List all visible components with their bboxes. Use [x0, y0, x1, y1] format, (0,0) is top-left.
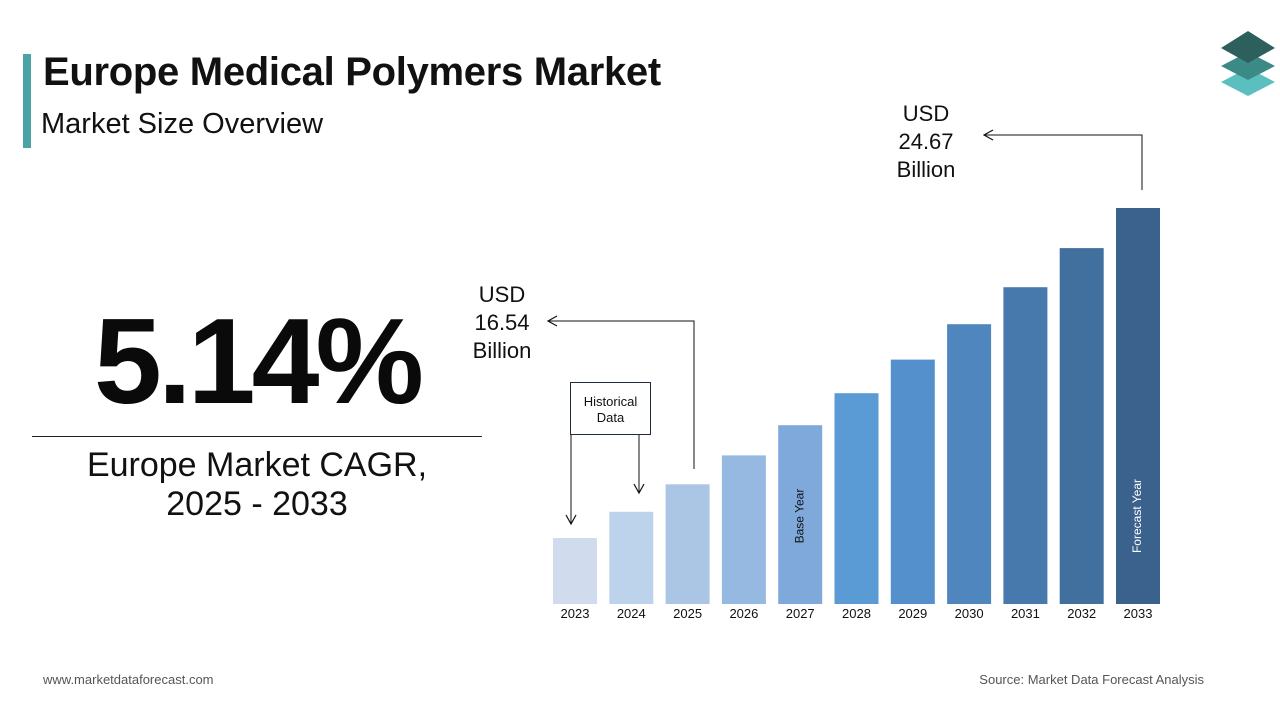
bar-2033: [1116, 208, 1160, 604]
bar-2025: [665, 484, 710, 604]
callout-end-line1: USD: [902, 101, 950, 126]
logo-icon: [1216, 28, 1280, 103]
page-subtitle: Market Size Overview: [41, 108, 324, 140]
x-tick-label-2028: 2028: [842, 606, 871, 621]
bar-2028: [834, 393, 879, 604]
x-tick-label-2033: 2033: [1124, 606, 1153, 621]
x-tick-label-2030: 2030: [955, 606, 984, 621]
x-tick-label-2029: 2029: [898, 606, 927, 621]
callout-start-value: USD 16.54 Billion: [447, 281, 557, 365]
x-tick-label-2032: 2032: [1067, 606, 1096, 621]
callout-end-line3: Billion: [896, 157, 956, 182]
logo-layer-top: [1221, 31, 1275, 63]
bar-2029: [890, 359, 935, 604]
arrow-start-value: [546, 315, 695, 469]
callout-start-line1: USD: [478, 282, 526, 307]
callout-start-line3: Billion: [472, 338, 532, 363]
x-tick-label-2024: 2024: [617, 606, 646, 621]
callout-start-line2: 16.54: [474, 310, 530, 335]
cagr-divider: [32, 436, 482, 437]
logo-layer-middle: [1221, 52, 1275, 80]
x-tick-label-2023: 2023: [561, 606, 590, 621]
bar-2026: [721, 455, 766, 604]
bar-label-2027: Base Year: [792, 489, 806, 544]
x-tick-label-2026: 2026: [729, 606, 758, 621]
bar-2030: [947, 324, 992, 604]
bar-2024: [609, 511, 654, 604]
logo-layer-bottom: [1221, 68, 1275, 96]
title-accent-bar: [23, 54, 31, 148]
cagr-label-line1: Europe Market CAGR,: [86, 446, 428, 484]
bar-label-2033: Forecast Year: [1130, 479, 1144, 553]
bar-2023: [553, 538, 597, 604]
x-tick-label-2025: 2025: [673, 606, 702, 621]
bar-2031: [1003, 287, 1048, 604]
footer-website: www.marketdataforecast.com: [43, 672, 214, 687]
x-tick-label-2031: 2031: [1011, 606, 1040, 621]
x-tick-label-2027: 2027: [786, 606, 815, 621]
footer-source: Source: Market Data Forecast Analysis: [979, 672, 1204, 687]
bar-2032: [1059, 248, 1104, 604]
historical-data-box: Historical Data: [570, 382, 651, 435]
callout-end-line2: 24.67: [898, 129, 954, 154]
page-title: Europe Medical Polymers Market: [43, 50, 661, 94]
bar-2027: [778, 425, 823, 604]
callout-end-value: USD 24.67 Billion: [871, 100, 981, 184]
cagr-label-line2: 2025 - 2033: [166, 485, 348, 523]
arrow-end-value: [982, 129, 1143, 190]
cagr-value: 5.14%: [94, 293, 424, 429]
cagr-label: Europe Market CAGR, 2025 - 2033: [32, 446, 482, 524]
